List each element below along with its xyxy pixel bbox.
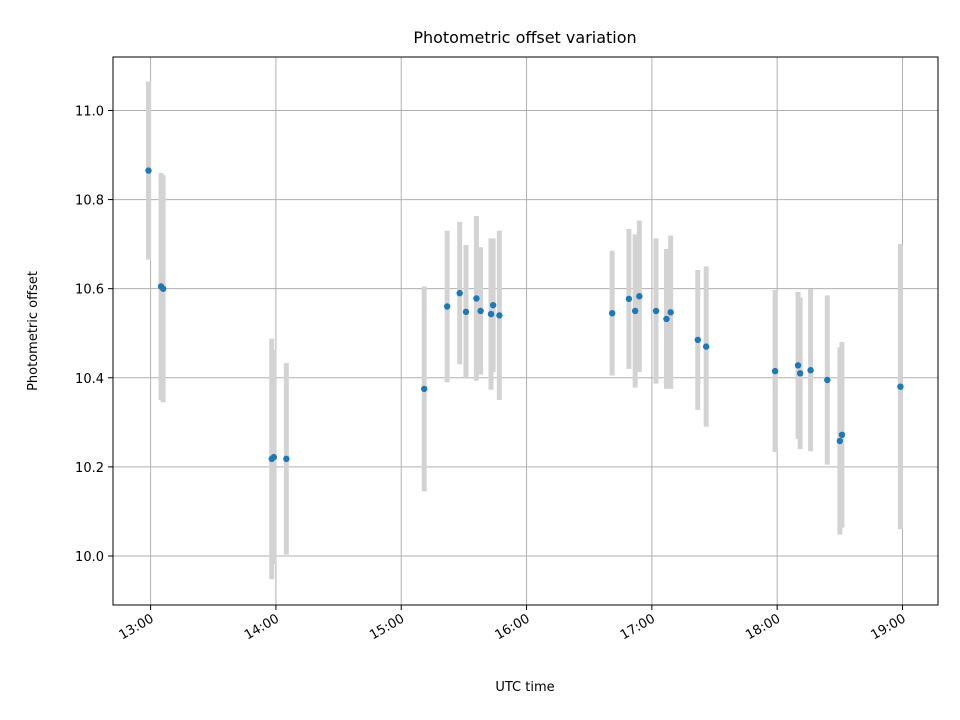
data-point — [456, 289, 463, 297]
data-point — [836, 437, 844, 445]
data-point — [663, 315, 670, 323]
y-tick-label: 10.6 — [75, 283, 104, 298]
data-point — [462, 308, 470, 316]
data-point — [443, 303, 451, 310]
data-point — [477, 307, 484, 315]
y-tick-label: 10.2 — [75, 461, 104, 476]
data-point — [702, 343, 710, 350]
data-point — [897, 383, 904, 390]
y-axis-label: Photometric offset — [26, 271, 41, 391]
data-point — [796, 370, 804, 377]
data-point — [807, 367, 814, 374]
y-tick-label: 10.8 — [75, 194, 104, 209]
y-tick-label: 10.0 — [75, 550, 104, 565]
plot-frame — [112, 56, 939, 606]
data-point — [694, 336, 702, 344]
data-point — [489, 301, 497, 309]
data-point — [771, 367, 779, 375]
data-point — [667, 309, 674, 316]
x-axis-label: UTC time — [495, 680, 554, 695]
data-point — [625, 295, 633, 303]
data-point — [652, 307, 660, 315]
data-point — [145, 167, 152, 174]
data-point — [794, 362, 802, 369]
data-point — [283, 455, 290, 463]
y-tick-label: 10.4 — [75, 372, 104, 387]
data-point — [608, 309, 616, 317]
chart-title: Photometric offset variation — [413, 28, 636, 47]
y-tick-layer: 10.0 10.2 10.4 10.6 10.8 11.0 — [75, 104, 113, 565]
data-point — [496, 312, 503, 319]
data-point — [838, 431, 846, 439]
data-point — [636, 293, 643, 300]
y-tick-label: 11.0 — [75, 104, 104, 119]
data-point — [270, 453, 278, 461]
data-point — [421, 385, 428, 393]
data-point — [631, 307, 639, 315]
data-point — [159, 285, 167, 292]
data-point — [824, 376, 831, 384]
point-layer — [145, 167, 904, 463]
data-point — [487, 310, 495, 318]
data-point — [473, 295, 480, 302]
